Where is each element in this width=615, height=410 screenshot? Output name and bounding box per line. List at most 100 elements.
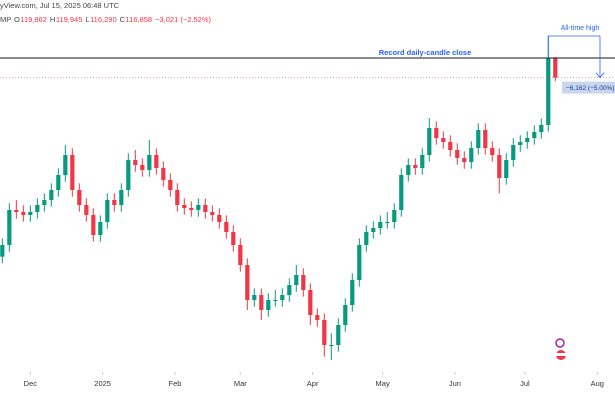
x-tick-label: May [376,379,390,388]
candle-body [280,295,285,300]
candle-body [224,222,229,232]
ohlc-label: O [14,15,20,24]
candle-body [98,222,103,235]
x-tick-label: Mar [234,379,247,388]
candle-body [343,305,348,325]
candle-body [0,245,5,257]
x-tick-label: 2025 [94,379,111,388]
logo [555,353,570,356]
candle-body [7,210,12,245]
candle-body [371,228,376,232]
candle-body [497,155,502,178]
source: yView.com, Jul 15, 2025 06:48 UTC [0,1,120,10]
candles [0,36,558,360]
candle-body [455,150,460,158]
candle-body [126,160,131,190]
candle-body [413,165,418,168]
candle-body [357,245,362,280]
candle-body [469,148,474,162]
candle-body [329,345,334,346]
symbol: MP [0,15,11,24]
candle-body [196,205,201,210]
candle-body [364,232,369,245]
candle-body [63,155,68,175]
drawdown-label: −6,162 (−5.00%) [566,85,614,92]
x-tick-label: Feb [169,379,182,388]
record-close-label: Record daily-candle close [379,48,472,57]
candle-body [483,130,488,148]
candle-body [56,175,61,190]
candle-body [427,128,432,155]
candle-body [350,280,355,305]
ohlc-value: 119,945 [56,15,83,24]
candle-body [490,148,495,155]
candle-body [448,142,453,150]
candle-body [392,210,397,222]
ohlc-value: 119,862 [20,15,47,24]
change: −3,021 (−2.52%) [155,15,211,24]
candle-body [28,212,33,215]
ath-label: All-time high [561,25,600,32]
candle-body [245,265,250,300]
candle-body [119,190,124,205]
arrow-head [595,72,605,79]
candle-body [21,212,26,215]
candle-body [546,57,551,125]
candle-body [315,315,320,320]
candle-body [168,180,173,190]
candle-body [252,295,257,300]
candle-body [476,130,481,148]
candle-body [14,210,19,212]
candle-body [161,168,166,180]
x-tick-label: Jul [520,379,530,388]
candle-body [294,275,299,285]
candle-body [420,155,425,168]
candle-body [532,132,537,138]
ohlc-label: L [85,15,89,24]
candle-body [112,200,117,205]
x-tick-label: Aug [591,379,604,388]
candle-body [308,290,313,315]
ohlc-label: H [50,15,55,24]
candle-body [49,190,54,200]
candle-body [385,222,390,223]
candle-body [42,200,47,205]
candle-body [259,295,264,310]
candle-body [504,160,509,178]
candle-body [147,155,152,170]
ohlc-label: C [120,15,126,24]
candle-body [91,215,96,235]
candle-body [399,175,404,210]
candle-body [210,212,215,215]
candle-body [336,325,341,345]
candle-body [406,165,411,175]
x-tick-label: Apr [307,379,319,388]
x-tick-label: Dec [24,379,38,388]
candle-body [539,125,544,132]
candle-body [441,138,446,142]
candle-body [175,190,180,205]
candle-body [511,145,516,160]
x-tick-label: Jun [449,379,461,388]
candle-body [105,200,110,222]
candle-body [378,222,383,228]
candle-body [266,300,271,310]
candle-body [553,57,558,78]
candle-body [301,275,306,290]
logo [555,338,565,348]
candle-body [133,160,138,165]
candle-body [273,300,278,301]
candle-body [217,215,222,222]
candle-body [434,128,439,138]
candle-body [203,205,208,212]
candle-body [77,190,82,205]
candle-body [287,285,292,295]
ohlc-value: 116,290 [90,15,117,24]
candle-body [35,205,40,212]
candle-body [154,155,159,168]
candle-body [231,232,236,245]
ohlc-readout: O 119,862 H 119,945 L 116,290 C 116,858 −3,021 (… [14,15,211,24]
candle-body [322,320,327,345]
